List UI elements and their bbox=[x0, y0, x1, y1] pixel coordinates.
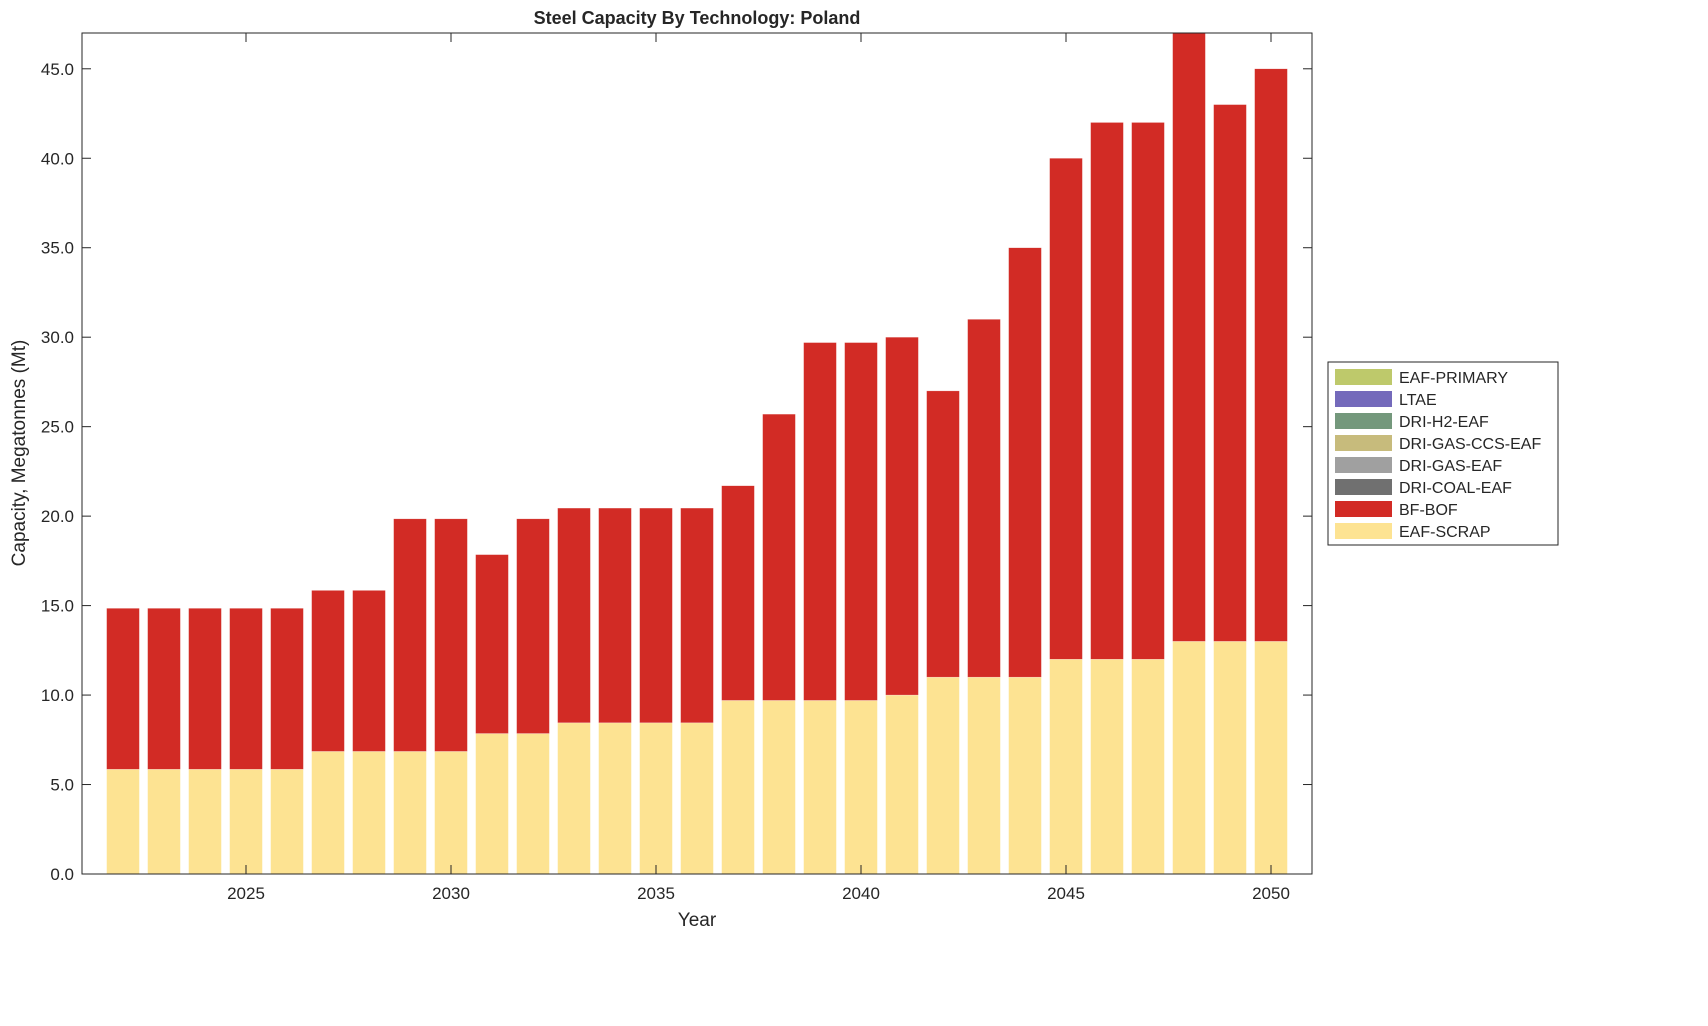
bar-eaf-scrap-2036 bbox=[680, 722, 714, 874]
legend-swatch-dri-gas-eaf bbox=[1335, 457, 1392, 473]
bar-eaf-scrap-2027 bbox=[311, 751, 345, 874]
bar-eaf-scrap-2034 bbox=[598, 722, 632, 874]
bar-bf-bof-2041 bbox=[885, 336, 919, 696]
bar-eaf-scrap-2050 bbox=[1254, 641, 1288, 874]
bar-eaf-scrap-2031 bbox=[475, 733, 509, 874]
bar-eaf-scrap-2043 bbox=[967, 676, 1001, 874]
bar-bf-bof-2026 bbox=[270, 608, 304, 770]
bar-eaf-scrap-2042 bbox=[926, 676, 960, 874]
bar-bf-bof-2031 bbox=[475, 554, 509, 734]
bar-bf-bof-2042 bbox=[926, 390, 960, 678]
bar-bf-bof-2023 bbox=[147, 608, 181, 770]
bar-eaf-scrap-2022 bbox=[106, 769, 140, 874]
bar-eaf-scrap-2046 bbox=[1090, 659, 1124, 874]
bar-bf-bof-2032 bbox=[516, 518, 550, 734]
bar-eaf-scrap-2029 bbox=[393, 751, 427, 874]
bar-bf-bof-2029 bbox=[393, 518, 427, 752]
legend-label: LTAE bbox=[1399, 392, 1437, 409]
y-axis-label: Capacity, Megatonnes (Mt) bbox=[9, 340, 30, 567]
legend-label: DRI-COAL-EAF bbox=[1399, 480, 1512, 497]
bar-eaf-scrap-2041 bbox=[885, 694, 919, 874]
y-tick-label: 25.0 bbox=[41, 418, 74, 437]
x-axis-label: Year bbox=[678, 910, 717, 931]
bar-eaf-scrap-2049 bbox=[1213, 641, 1247, 874]
x-tick-label: 2040 bbox=[842, 884, 880, 903]
bar-bf-bof-2027 bbox=[311, 590, 345, 752]
bar-eaf-scrap-2032 bbox=[516, 733, 550, 874]
y-tick-label: 5.0 bbox=[50, 776, 74, 795]
bar-eaf-scrap-2047 bbox=[1131, 659, 1165, 874]
bar-bf-bof-2050 bbox=[1254, 68, 1288, 642]
bar-eaf-scrap-2023 bbox=[147, 769, 181, 874]
bar-bf-bof-2028 bbox=[352, 590, 386, 752]
bar-eaf-scrap-2039 bbox=[803, 700, 837, 874]
x-tick-label: 2025 bbox=[227, 884, 265, 903]
bar-bf-bof-2046 bbox=[1090, 122, 1124, 660]
bar-bf-bof-2033 bbox=[557, 507, 591, 724]
bar-bf-bof-2043 bbox=[967, 319, 1001, 678]
bar-bf-bof-2037 bbox=[721, 485, 755, 701]
bar-bf-bof-2040 bbox=[844, 342, 878, 701]
legend-label: DRI-GAS-CCS-EAF bbox=[1399, 436, 1541, 453]
y-tick-label: 20.0 bbox=[41, 507, 74, 526]
bar-bf-bof-2024 bbox=[188, 608, 222, 770]
bar-bf-bof-2047 bbox=[1131, 122, 1165, 660]
bar-eaf-scrap-2038 bbox=[762, 700, 796, 874]
legend-swatch-dri-gas-ccs-eaf bbox=[1335, 435, 1392, 451]
legend-label: EAF-PRIMARY bbox=[1399, 370, 1508, 387]
legend-label: DRI-GAS-EAF bbox=[1399, 458, 1502, 475]
bar-eaf-scrap-2045 bbox=[1049, 659, 1083, 874]
x-tick-label: 2045 bbox=[1047, 884, 1085, 903]
legend-swatch-bf-bof bbox=[1335, 501, 1392, 517]
y-tick-label: 30.0 bbox=[41, 328, 74, 347]
y-tick-label: 45.0 bbox=[41, 60, 74, 79]
bar-bf-bof-2022 bbox=[106, 608, 140, 770]
bar-bf-bof-2045 bbox=[1049, 158, 1083, 660]
bar-eaf-scrap-2030 bbox=[434, 751, 468, 874]
plot-frame bbox=[81, 32, 1313, 875]
bar-bf-bof-2025 bbox=[229, 608, 263, 770]
bars bbox=[106, 33, 1288, 874]
bar-eaf-scrap-2028 bbox=[352, 751, 386, 874]
y-tick-label: 10.0 bbox=[41, 686, 74, 705]
legend-swatch-eaf-primary bbox=[1335, 369, 1392, 385]
legend-label: BF-BOF bbox=[1399, 502, 1458, 519]
bar-eaf-scrap-2033 bbox=[557, 722, 591, 874]
bar-bf-bof-2049 bbox=[1213, 104, 1247, 642]
bar-eaf-scrap-2044 bbox=[1008, 676, 1042, 874]
bar-bf-bof-2039 bbox=[803, 342, 837, 701]
y-tick-label: 15.0 bbox=[41, 597, 74, 616]
legend-swatch-ltae bbox=[1335, 391, 1392, 407]
y-tick-label: 40.0 bbox=[41, 149, 74, 168]
bar-eaf-scrap-2040 bbox=[844, 700, 878, 874]
legend-swatch-eaf-scrap bbox=[1335, 523, 1392, 539]
bar-eaf-scrap-2024 bbox=[188, 769, 222, 874]
bar-eaf-scrap-2048 bbox=[1172, 641, 1206, 874]
y-axis: 0.0 5.0 10.0 15.0 20.0 25.0 30.0 35.0 40.0 45.0 bbox=[41, 60, 1312, 884]
legend: EAF-PRIMARY LTAE DRI-H2-EAF DRI-GAS-CCS-EAF… bbox=[1327, 361, 1559, 546]
bar-eaf-scrap-2025 bbox=[229, 769, 263, 874]
bar-eaf-scrap-2035 bbox=[639, 722, 673, 874]
x-tick-label: 2035 bbox=[637, 884, 675, 903]
legend-label: DRI-H2-EAF bbox=[1399, 414, 1489, 431]
bar-bf-bof-2048 bbox=[1172, 33, 1206, 642]
bar-bf-bof-2030 bbox=[434, 518, 468, 752]
legend-swatch-dri-coal-eaf bbox=[1335, 479, 1392, 495]
bar-bf-bof-2044 bbox=[1008, 247, 1042, 678]
x-tick-label: 2050 bbox=[1252, 884, 1290, 903]
x-tick-label: 2030 bbox=[432, 884, 470, 903]
chart-title: Steel Capacity By Technology: Poland bbox=[534, 8, 861, 28]
bar-eaf-scrap-2026 bbox=[270, 769, 304, 874]
y-tick-label: 35.0 bbox=[41, 239, 74, 258]
y-tick-label: 0.0 bbox=[50, 865, 74, 884]
x-axis: 2025 2030 2035 2040 2045 2050 bbox=[227, 33, 1290, 903]
bar-bf-bof-2035 bbox=[639, 507, 673, 724]
bar-eaf-scrap-2037 bbox=[721, 700, 755, 874]
bar-bf-bof-2036 bbox=[680, 507, 714, 724]
bar-bf-bof-2034 bbox=[598, 507, 632, 724]
bar-bf-bof-2038 bbox=[762, 413, 796, 701]
legend-label: EAF-SCRAP bbox=[1399, 524, 1491, 541]
legend-swatch-dri-h2-eaf bbox=[1335, 413, 1392, 429]
